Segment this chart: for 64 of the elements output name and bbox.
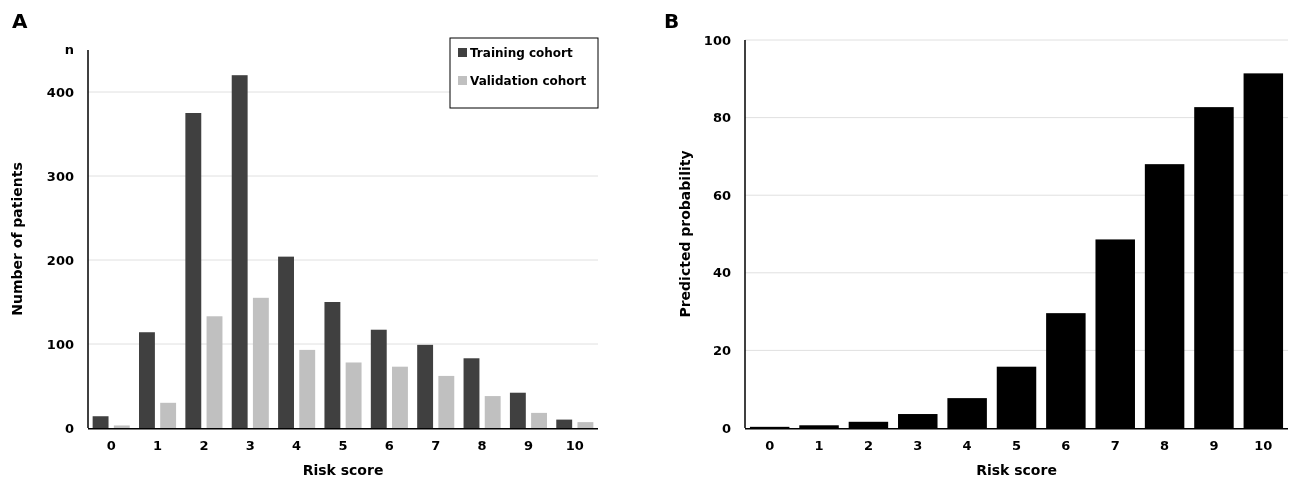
chart-title: A <box>12 9 28 33</box>
y-axis-title: Number of patients <box>9 162 25 316</box>
bar <box>370 329 387 428</box>
bar <box>577 422 594 428</box>
bar <box>484 396 501 428</box>
y-tick-label: 60 <box>712 187 731 203</box>
y-tick-label: 20 <box>712 342 731 358</box>
x-tick-label: 10 <box>565 438 584 453</box>
x-tick-label: 9 <box>1209 438 1219 453</box>
x-axis-title: Risk score <box>976 462 1057 478</box>
bar <box>185 113 202 428</box>
bar <box>345 362 362 428</box>
bar <box>160 402 177 428</box>
x-tick-label: 6 <box>1061 438 1071 453</box>
legend-label: Validation cohort <box>470 74 587 88</box>
bar <box>556 419 573 428</box>
bar <box>299 349 316 428</box>
y-tick-label: 0 <box>64 420 74 436</box>
x-tick-label: 10 <box>1254 438 1273 453</box>
x-tick-label: 4 <box>292 438 302 453</box>
bar <box>231 75 248 428</box>
x-tick-label: 1 <box>814 438 824 453</box>
text: n <box>64 42 74 57</box>
bar <box>324 302 341 428</box>
y-tick-label: 100 <box>703 32 731 48</box>
x-tick-label: 3 <box>245 438 255 453</box>
bar <box>278 256 294 428</box>
bar <box>438 375 455 428</box>
y-axis-title: Predicted probability <box>677 150 693 318</box>
bar <box>206 316 223 428</box>
bar <box>139 332 155 428</box>
bar <box>92 416 109 428</box>
x-tick-label: 4 <box>962 438 972 453</box>
chart-title: B <box>664 9 680 33</box>
y-tick-label: 100 <box>46 336 74 352</box>
bar <box>463 358 480 428</box>
bar <box>417 344 434 428</box>
y-tick-label: 300 <box>46 168 74 184</box>
x-tick-label: 1 <box>153 438 163 453</box>
x-tick-label: 2 <box>199 438 209 453</box>
x-tick-label: 5 <box>338 438 348 453</box>
y-tick-label: 80 <box>712 110 731 126</box>
x-tick-label: 3 <box>913 438 923 453</box>
y-tick-label: 40 <box>712 265 731 281</box>
y-tick-label: 200 <box>46 252 74 268</box>
x-tick-label: 0 <box>765 438 775 453</box>
x-tick-label: 6 <box>384 438 394 453</box>
x-tick-label: 9 <box>523 438 533 453</box>
x-tick-label: 8 <box>477 438 487 453</box>
bar <box>113 425 130 428</box>
x-tick-label: 7 <box>1110 438 1120 453</box>
x-tick-label: 0 <box>106 438 116 453</box>
bar <box>531 412 547 428</box>
bar <box>392 366 408 428</box>
x-tick-label: 5 <box>1011 438 1022 453</box>
x-tick-label: 8 <box>1160 438 1170 453</box>
bar <box>509 392 526 428</box>
legend-label: Training cohort <box>470 46 574 60</box>
x-tick-label: 2 <box>863 438 873 453</box>
x-tick-label: 7 <box>431 438 441 453</box>
y-tick-label: 400 <box>46 84 74 100</box>
y-tick-label: 0 <box>721 420 731 436</box>
bar <box>252 297 269 428</box>
x-axis-title: Risk score <box>302 462 384 478</box>
